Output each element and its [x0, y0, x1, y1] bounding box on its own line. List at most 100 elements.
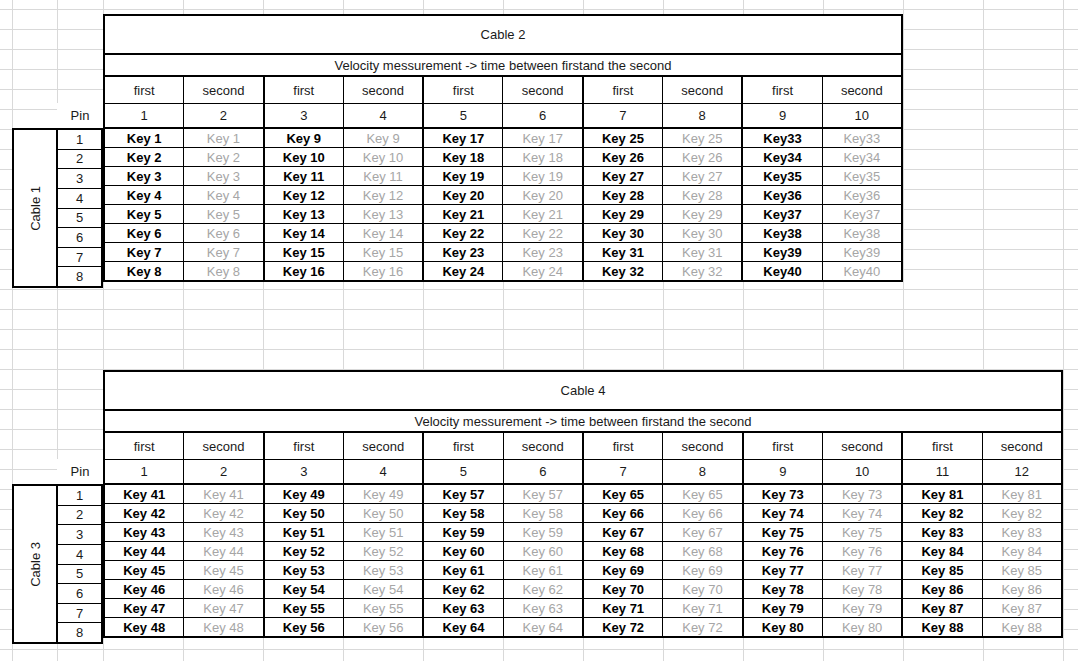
- key-cell-second[interactable]: Key 69: [663, 561, 743, 580]
- key-cell-second[interactable]: Key 87: [982, 599, 1062, 618]
- pin-header-cell[interactable]: Pin: [57, 459, 103, 484]
- key-cell-first[interactable]: Key 2: [104, 148, 184, 167]
- key-cell-first[interactable]: Key 77: [743, 561, 823, 580]
- key-cell-second[interactable]: Key 52: [343, 542, 423, 561]
- pair-header-cell[interactable]: second: [822, 432, 902, 460]
- key-cell-first[interactable]: Key 69: [583, 561, 663, 580]
- key-cell-first[interactable]: Key 14: [264, 224, 344, 243]
- key-cell-second[interactable]: Key 23: [503, 243, 583, 262]
- key-cell-second[interactable]: Key37: [822, 205, 902, 224]
- key-cell-first[interactable]: Key 52: [264, 542, 344, 561]
- key-cell-second[interactable]: Key 44: [184, 542, 264, 561]
- column-number-cell[interactable]: 8: [663, 104, 743, 129]
- column-number-cell[interactable]: 9: [742, 104, 822, 129]
- key-cell-first[interactable]: Key 12: [264, 186, 344, 205]
- table-subtitle-cell[interactable]: Velocity messurement -> time between fir…: [104, 410, 1062, 432]
- key-cell-first[interactable]: Key 47: [104, 599, 184, 618]
- key-cell-second[interactable]: Key 72: [663, 618, 743, 638]
- key-cell-first[interactable]: Key 9: [264, 128, 344, 148]
- key-cell-first[interactable]: Key 4: [104, 186, 184, 205]
- key-cell-second[interactable]: Key 76: [822, 542, 902, 561]
- key-cell-first[interactable]: Key 21: [423, 205, 503, 224]
- key-cell-second[interactable]: Key 11: [343, 167, 423, 186]
- key-cell-second[interactable]: Key 21: [503, 205, 583, 224]
- pin-number-cell[interactable]: 4: [58, 189, 101, 209]
- key-cell-first[interactable]: Key 58: [423, 504, 503, 523]
- pin-number-cell[interactable]: 1: [58, 130, 101, 150]
- key-cell-first[interactable]: Key 29: [583, 205, 663, 224]
- column-number-cell[interactable]: 11: [902, 460, 982, 485]
- key-cell-second[interactable]: Key 61: [503, 561, 583, 580]
- key-cell-first[interactable]: Key 8: [104, 262, 184, 282]
- key-cell-second[interactable]: Key 10: [343, 148, 423, 167]
- key-cell-second[interactable]: Key 58: [503, 504, 583, 523]
- key-cell-first[interactable]: Key 82: [902, 504, 982, 523]
- pin-number-cell[interactable]: 6: [58, 584, 101, 604]
- key-cell-second[interactable]: Key 4: [184, 186, 264, 205]
- key-cell-first[interactable]: Key 3: [104, 167, 184, 186]
- key-cell-second[interactable]: Key 27: [663, 167, 743, 186]
- pair-header-cell[interactable]: first: [264, 432, 344, 460]
- key-cell-second[interactable]: Key 73: [822, 484, 902, 504]
- key-cell-second[interactable]: Key 78: [822, 580, 902, 599]
- key-cell-first[interactable]: Key 6: [104, 224, 184, 243]
- key-cell-second[interactable]: Key 18: [503, 148, 583, 167]
- key-cell-first[interactable]: Key 27: [583, 167, 663, 186]
- key-cell-second[interactable]: Key 19: [503, 167, 583, 186]
- key-cell-first[interactable]: Key 68: [583, 542, 663, 561]
- key-cell-first[interactable]: Key 75: [743, 523, 823, 542]
- pin-number-cell[interactable]: 7: [58, 604, 101, 624]
- key-cell-second[interactable]: Key 67: [663, 523, 743, 542]
- pin-number-cell[interactable]: 5: [58, 209, 101, 229]
- key-cell-second[interactable]: Key40: [822, 262, 902, 282]
- key-cell-first[interactable]: Key 76: [743, 542, 823, 561]
- key-cell-second[interactable]: Key 41: [184, 484, 264, 504]
- key-cell-first[interactable]: Key 66: [583, 504, 663, 523]
- pin-number-cell[interactable]: 7: [58, 248, 101, 268]
- pair-header-cell[interactable]: second: [663, 76, 743, 104]
- pin-number-cell[interactable]: 8: [58, 267, 101, 286]
- column-number-cell[interactable]: 4: [343, 460, 423, 485]
- key-cell-second[interactable]: Key 77: [822, 561, 902, 580]
- key-cell-first[interactable]: Key 15: [264, 243, 344, 262]
- column-number-cell[interactable]: 5: [423, 460, 503, 485]
- key-cell-second[interactable]: Key 7: [184, 243, 264, 262]
- pin-header-cell[interactable]: Pin: [57, 103, 103, 128]
- key-cell-first[interactable]: Key 86: [902, 580, 982, 599]
- key-cell-second[interactable]: Key 17: [503, 128, 583, 148]
- pin-number-cell[interactable]: 3: [58, 169, 101, 189]
- key-cell-second[interactable]: Key 54: [343, 580, 423, 599]
- key-cell-second[interactable]: Key 31: [663, 243, 743, 262]
- key-cell-second[interactable]: Key 25: [663, 128, 743, 148]
- key-cell-first[interactable]: Key 31: [583, 243, 663, 262]
- pair-header-cell[interactable]: second: [343, 432, 423, 460]
- pair-header-cell[interactable]: first: [583, 76, 663, 104]
- key-cell-first[interactable]: Key 62: [423, 580, 503, 599]
- key-cell-second[interactable]: Key33: [822, 128, 902, 148]
- key-cell-second[interactable]: Key 30: [663, 224, 743, 243]
- key-cell-second[interactable]: Key 79: [822, 599, 902, 618]
- key-cell-first[interactable]: Key36: [742, 186, 822, 205]
- key-cell-first[interactable]: Key 43: [104, 523, 184, 542]
- key-cell-first[interactable]: Key38: [742, 224, 822, 243]
- key-cell-second[interactable]: Key 83: [982, 523, 1062, 542]
- pair-header-cell[interactable]: first: [423, 432, 503, 460]
- pin-number-cell[interactable]: 5: [58, 565, 101, 585]
- key-cell-second[interactable]: Key 86: [982, 580, 1062, 599]
- key-cell-second[interactable]: Key 15: [343, 243, 423, 262]
- key-cell-first[interactable]: Key 50: [264, 504, 344, 523]
- pair-header-cell[interactable]: first: [104, 432, 184, 460]
- key-cell-second[interactable]: Key 42: [184, 504, 264, 523]
- key-cell-first[interactable]: Key 54: [264, 580, 344, 599]
- key-cell-first[interactable]: Key 80: [743, 618, 823, 638]
- column-number-cell[interactable]: 2: [184, 104, 264, 129]
- key-cell-second[interactable]: Key 68: [663, 542, 743, 561]
- key-cell-second[interactable]: Key 48: [184, 618, 264, 638]
- key-cell-second[interactable]: Key 80: [822, 618, 902, 638]
- key-cell-first[interactable]: Key 10: [264, 148, 344, 167]
- key-cell-second[interactable]: Key 63: [503, 599, 583, 618]
- key-cell-second[interactable]: Key 29: [663, 205, 743, 224]
- key-cell-first[interactable]: Key 5: [104, 205, 184, 224]
- pair-header-cell[interactable]: second: [822, 76, 902, 104]
- key-cell-first[interactable]: Key 44: [104, 542, 184, 561]
